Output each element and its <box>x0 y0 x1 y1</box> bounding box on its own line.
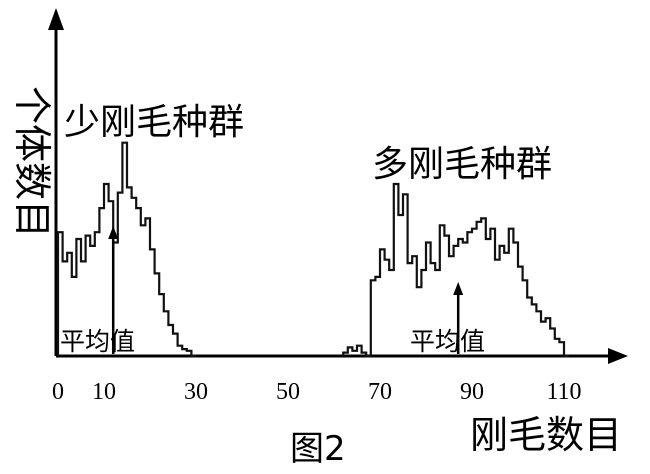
x-tick-label: 50 <box>276 379 300 405</box>
x-axis-arrowhead <box>608 348 628 364</box>
series-name-annotation: 多刚毛种群 <box>372 144 552 185</box>
x-tick-label: 90 <box>460 379 484 405</box>
mean-arrowhead <box>108 226 119 239</box>
y-axis-arrowhead <box>48 8 64 30</box>
x-tick-labels: 0 10 30 50 70 90 110 <box>52 379 582 405</box>
x-tick-label: 70 <box>368 379 392 405</box>
axes <box>48 8 628 364</box>
x-axis-label: 刚毛数目 <box>470 413 622 457</box>
mean-label: 平均值 <box>410 327 485 356</box>
x-tick-label: 30 <box>184 379 208 405</box>
x-tick-label: 0 <box>52 379 64 405</box>
mean-label: 平均值 <box>60 327 135 356</box>
histogram-series-0 <box>56 141 196 358</box>
histogram-series-1 <box>342 182 569 358</box>
x-tick-label: 110 <box>546 379 581 405</box>
figure-caption: 图2 <box>290 429 346 469</box>
series-layer <box>56 141 569 358</box>
y-axis-label: 个体数目 <box>10 86 54 238</box>
x-tick-label: 10 <box>92 379 116 405</box>
mean-arrowhead <box>453 282 464 295</box>
series-name-annotation: 少刚毛种群 <box>64 102 244 143</box>
